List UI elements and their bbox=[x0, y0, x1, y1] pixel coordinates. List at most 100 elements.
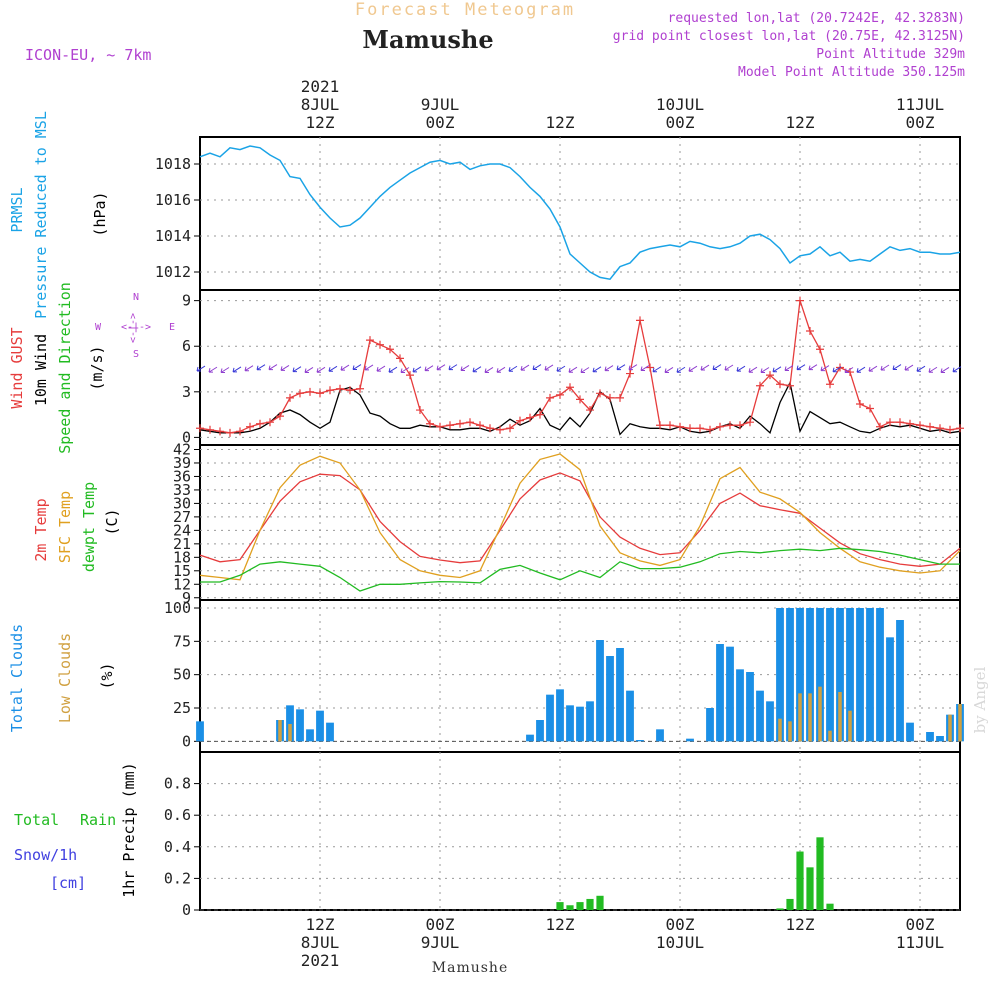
bottom-time-hour: 12Z bbox=[546, 915, 575, 934]
temp-sfc-label: SFC Temp bbox=[56, 491, 74, 563]
wind-gust-marker bbox=[346, 386, 354, 395]
wind-gust-marker bbox=[666, 421, 674, 430]
wind-direction-arrow bbox=[364, 364, 374, 371]
wind-label: 10m Wind bbox=[32, 334, 50, 406]
wind-direction-arrow bbox=[904, 364, 914, 371]
wind-direction-arrow bbox=[856, 366, 866, 373]
y-tick-label: 42 bbox=[173, 440, 191, 458]
wind-gust-marker bbox=[576, 395, 584, 404]
wind-gust-marker bbox=[676, 422, 684, 431]
wind-direction-arrow bbox=[880, 364, 890, 371]
total-clouds-bar bbox=[546, 694, 554, 742]
total-clouds-bar bbox=[896, 620, 904, 742]
y-tick-label: 25 bbox=[173, 699, 191, 717]
y-tick-label: 33 bbox=[173, 481, 191, 499]
wind-gust-marker bbox=[556, 390, 564, 399]
precip-bar bbox=[576, 902, 584, 910]
wind-gust-marker bbox=[466, 418, 474, 427]
wind-direction-arrow bbox=[640, 365, 650, 372]
total-clouds-bar bbox=[866, 608, 874, 742]
wind-direction-arrow bbox=[316, 366, 326, 373]
total-clouds-bar bbox=[326, 722, 334, 742]
wind-direction-arrow bbox=[616, 364, 626, 371]
low-clouds-bar bbox=[278, 720, 282, 742]
bottom-time-date: 8JUL bbox=[301, 933, 340, 952]
compass-w: W bbox=[95, 322, 102, 333]
total-clouds-bar bbox=[936, 736, 944, 742]
wind-direction-arrow bbox=[208, 366, 218, 373]
wind-direction-arrow bbox=[712, 364, 722, 371]
gridpoint-coords: grid point closest lon,lat (20.75E, 42.3… bbox=[613, 29, 965, 44]
total-clouds-bar bbox=[286, 705, 294, 742]
wind-gust-marker bbox=[936, 424, 944, 433]
wind-direction-arrow bbox=[268, 364, 278, 371]
wind-gust-marker bbox=[306, 387, 314, 396]
total-clouds-label: Total Clouds bbox=[8, 624, 26, 732]
wind-direction-arrow bbox=[940, 367, 950, 373]
wind-direction-arrow bbox=[808, 364, 818, 371]
wind-gust-marker bbox=[416, 406, 424, 415]
wind-gust-marker bbox=[596, 389, 604, 398]
wind-direction-arrow bbox=[544, 364, 554, 371]
low-clouds-bar bbox=[288, 724, 292, 742]
wind-speed-line bbox=[199, 380, 961, 436]
wind-gust-marker bbox=[756, 381, 764, 390]
total-clouds-bar bbox=[576, 706, 584, 742]
chart-subtitle: Forecast Meteogram bbox=[355, 0, 575, 20]
wind-gust-marker bbox=[446, 421, 454, 430]
wind-direction-arrow bbox=[556, 365, 566, 372]
total-clouds-bar bbox=[626, 690, 634, 742]
top-time-year: 2021 bbox=[301, 77, 340, 96]
bottom-time-hour: 00Z bbox=[906, 915, 935, 934]
pressure-unit: (hPa) bbox=[91, 191, 109, 236]
watermark: by Angel bbox=[971, 666, 989, 733]
wind-gust-marker bbox=[246, 422, 254, 431]
compass-n: N bbox=[133, 292, 139, 303]
wind-direction-arrow bbox=[628, 364, 638, 371]
wind-direction-arrow bbox=[352, 364, 362, 371]
low-clouds-bar bbox=[778, 718, 782, 742]
y-tick-label: 15 bbox=[173, 562, 191, 580]
y-tick-label: 1016 bbox=[155, 191, 191, 209]
wind-gust-marker bbox=[946, 425, 954, 434]
wind-direction-arrow bbox=[340, 364, 350, 371]
top-time-date: 10JUL bbox=[656, 95, 704, 114]
panel-frame-precip bbox=[199, 751, 961, 911]
temp-2m-label: 2m Temp bbox=[32, 498, 50, 561]
wind-direction-arrow bbox=[484, 367, 494, 373]
wind-gust-marker bbox=[646, 363, 654, 372]
y-tick-label: 75 bbox=[173, 632, 191, 650]
precip-total-label: Total bbox=[14, 811, 59, 829]
y-tick-label: 6 bbox=[182, 337, 191, 355]
top-time-hour: 00Z bbox=[666, 113, 695, 132]
total-clouds-bar bbox=[886, 637, 894, 742]
wind-gust-marker bbox=[366, 336, 374, 345]
wind-direction-arrow bbox=[448, 364, 458, 371]
wind-gust-marker bbox=[216, 427, 224, 436]
wind-direction-arrow bbox=[736, 365, 746, 372]
temp-dewpt-label: dewpt Temp bbox=[80, 482, 98, 572]
wind-gust-marker bbox=[736, 421, 744, 430]
precip-bar bbox=[796, 851, 804, 910]
wind-direction-arrow bbox=[580, 367, 590, 373]
clouds-unit: (%) bbox=[98, 662, 116, 689]
y-tick-label: 0 bbox=[182, 901, 191, 919]
total-clouds-bar bbox=[796, 608, 804, 742]
precip-bar bbox=[566, 905, 574, 910]
wind-gust-marker bbox=[516, 416, 524, 425]
total-clouds-bar bbox=[906, 722, 914, 742]
wind-gust-marker bbox=[876, 422, 884, 431]
y-tick-label: 0 bbox=[182, 428, 191, 446]
wind-gust-marker bbox=[506, 424, 514, 433]
total-clouds-bar bbox=[596, 640, 604, 742]
total-clouds-bar bbox=[306, 729, 314, 742]
location-title: Mamushe bbox=[362, 25, 493, 54]
wind-direction-arrow bbox=[568, 366, 578, 373]
panel-frame-wind bbox=[199, 289, 961, 446]
wind-gust-marker bbox=[826, 380, 834, 389]
wind-gust-marker bbox=[776, 380, 784, 389]
wind-direction-arrow bbox=[688, 365, 698, 372]
wind-direction-arrow bbox=[496, 366, 506, 373]
low-clouds-bar bbox=[808, 693, 812, 742]
total-clouds-bar bbox=[826, 608, 834, 742]
